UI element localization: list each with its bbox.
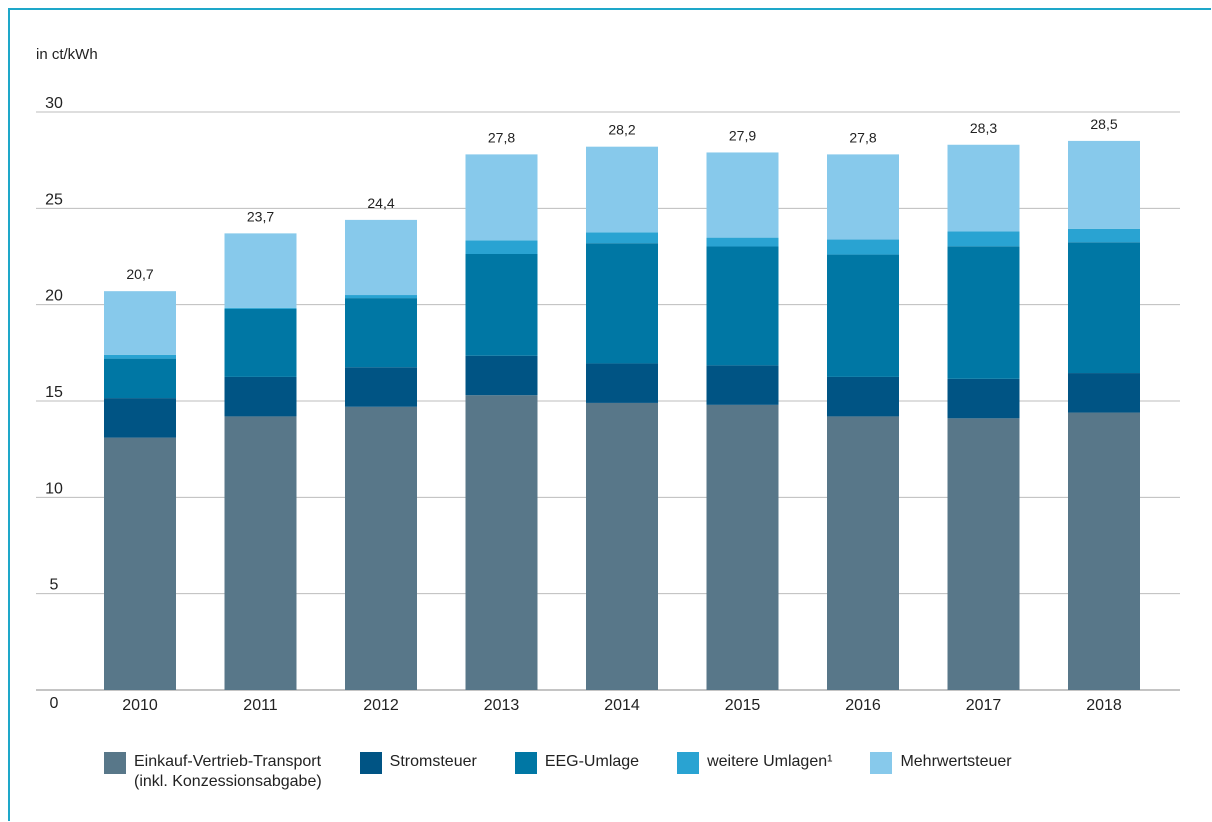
legend-item-stromsteuer: Stromsteuer (359, 752, 477, 792)
bar-segment-2012-2 (345, 298, 417, 368)
y-axis-unit-label: in ct/kWh (36, 46, 98, 63)
bar-segment-2018-2 (1068, 242, 1140, 374)
legend-label-stromsteuer: Stromsteuer (389, 753, 477, 770)
x-tick-label-2016: 2016 (845, 697, 881, 714)
bar-segment-2010-3 (104, 354, 176, 359)
legend-sublabel-einkauf: (inkl. Konzessionsabgabe) (134, 773, 322, 790)
chart-legend: Einkauf-Vertrieb-Transport (inkl. Konzes… (104, 752, 1050, 792)
bar-segment-2010-4 (104, 291, 176, 355)
bar-total-label-2013: 27,8 (488, 129, 515, 145)
x-tick-label-2018: 2018 (1086, 697, 1122, 714)
x-tick-label-2014: 2014 (604, 697, 640, 714)
bar-total-label-2018: 28,5 (1090, 116, 1117, 132)
bar-total-label-2012: 24,4 (367, 195, 394, 211)
bar-segment-2017-2 (947, 246, 1020, 379)
bar-segment-2013-2 (465, 253, 538, 356)
bar-total-label-2014: 28,2 (608, 122, 635, 138)
legend-item-einkauf: Einkauf-Vertrieb-Transport (inkl. Konzes… (104, 752, 322, 792)
bar-segment-2017-3 (947, 231, 1020, 247)
y-tick-label-30: 30 (45, 95, 63, 112)
legend-swatch-einkauf (104, 752, 126, 774)
bar-segment-2013-1 (465, 355, 538, 396)
chart-frame (8, 8, 1211, 821)
bar-segment-2011-0 (224, 416, 297, 690)
bar-total-label-2011: 23,7 (247, 208, 274, 224)
bar-segment-2015-1 (706, 365, 779, 405)
bar-segment-2018-1 (1068, 373, 1140, 413)
bar-segment-2016-3 (827, 239, 899, 255)
bar-segment-2010-1 (104, 398, 176, 438)
bar-segment-2014-1 (586, 363, 658, 403)
legend-swatch-stromsteuer (359, 752, 382, 774)
y-tick-label-25: 25 (45, 191, 63, 208)
bar-total-label-2016: 27,8 (849, 129, 876, 145)
x-tick-label-2013: 2013 (484, 697, 520, 714)
bar-segment-2014-0 (586, 402, 658, 690)
x-tick-label-2017: 2017 (966, 697, 1002, 714)
bar-segment-2015-0 (706, 404, 779, 690)
legend-item-mwst: Mehrwertsteuer (870, 752, 1012, 792)
y-tick-label-5: 5 (50, 577, 59, 594)
bar-segment-2012-1 (345, 367, 417, 407)
bar-segment-2017-1 (947, 378, 1020, 419)
legend-swatch-eeg (514, 752, 537, 774)
legend-label-eeg: EEG-Umlage (544, 753, 640, 770)
x-tick-label-2010: 2010 (122, 697, 158, 714)
x-tick-label-2012: 2012 (363, 697, 399, 714)
legend-swatch-weitere (677, 752, 700, 774)
bar-segment-2013-0 (465, 395, 538, 690)
bar-segment-2016-4 (827, 154, 899, 240)
y-tick-label-10: 10 (45, 480, 63, 497)
legend-label-einkauf: Einkauf-Vertrieb-Transport (134, 753, 322, 770)
legend-label-mwst: Mehrwertsteuer (900, 753, 1012, 770)
bar-segment-2010-2 (104, 358, 176, 399)
legend-item-weitere: weitere Umlagen¹ (677, 752, 832, 792)
bar-total-label-2017: 28,3 (970, 120, 997, 136)
bar-segment-2014-2 (586, 243, 658, 364)
stacked-bar-chart: 0 5 10 15 20 25 30 20,7 2010 23,7 2011 24,4 2012 27,8… (36, 95, 1180, 714)
bar-segment-2015-3 (706, 237, 779, 247)
bar-total-label-2015: 27,9 (729, 127, 756, 143)
bar-segment-2016-0 (827, 416, 899, 690)
bar-segment-2012-0 (345, 406, 417, 690)
y-tick-label-0: 0 (50, 695, 59, 712)
bar-segment-2015-4 (706, 152, 779, 238)
bar-segment-2011-4 (224, 233, 297, 308)
legend-swatch-mwst (870, 752, 893, 774)
bar-segment-2014-4 (586, 146, 658, 233)
bar-segment-2013-3 (465, 240, 538, 254)
bar-segment-2013-4 (465, 154, 538, 241)
x-tick-label-2011: 2011 (243, 697, 278, 714)
y-tick-label-20: 20 (45, 288, 63, 305)
bar-segment-2014-3 (586, 232, 658, 244)
bar-segment-2012-3 (345, 295, 417, 299)
bar-segment-2010-0 (104, 437, 176, 690)
bar-segment-2012-4 (345, 219, 417, 296)
bar-segment-2011-3 (224, 307, 297, 309)
x-tick-label-2015: 2015 (725, 697, 761, 714)
bar-segment-2017-0 (947, 418, 1020, 690)
bar-segment-2011-2 (224, 308, 297, 377)
bar-segment-2011-1 (224, 376, 297, 417)
legend-item-eeg: EEG-Umlage (514, 752, 640, 792)
bar-segment-2017-4 (947, 144, 1020, 232)
bar-segment-2016-1 (827, 376, 899, 417)
bar-total-label-2010: 20,7 (126, 266, 153, 282)
legend-label-weitere: weitere Umlagen¹ (707, 753, 833, 770)
bar-segment-2015-2 (706, 246, 779, 366)
y-tick-label-15: 15 (45, 384, 63, 401)
bar-segment-2018-0 (1068, 412, 1140, 690)
bar-segment-2018-4 (1068, 140, 1140, 229)
bar-segment-2018-3 (1068, 228, 1140, 243)
bar-segment-2016-2 (827, 254, 899, 377)
